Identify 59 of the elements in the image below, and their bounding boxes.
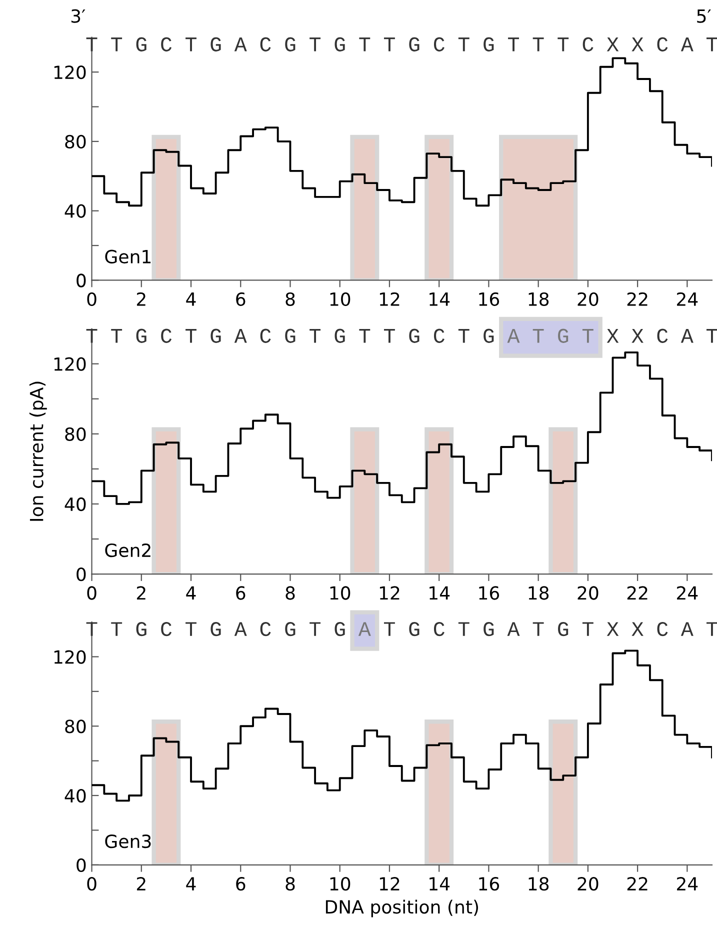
annotation: Gen3 bbox=[105, 834, 151, 848]
y-tick-label: 120 bbox=[54, 357, 86, 371]
y-axis-title: Ion current (pA) bbox=[29, 382, 47, 521]
x-tick-label: 22 bbox=[627, 292, 648, 306]
x-tick-label: 18 bbox=[528, 292, 549, 306]
x-tick-label: 12 bbox=[380, 877, 400, 890]
y-tick-label: 0 bbox=[76, 274, 86, 288]
x-tick-label: 2 bbox=[136, 877, 146, 890]
x-tick-label: 0 bbox=[87, 586, 96, 600]
x-tick-label: 10 bbox=[330, 292, 350, 306]
y-tick-label: 80 bbox=[65, 720, 86, 734]
x-tick-label: 8 bbox=[286, 586, 295, 600]
x-axis-title: DNA position (nt) bbox=[326, 900, 478, 918]
x-tick-label: 16 bbox=[479, 877, 500, 891]
y-tick-label: 80 bbox=[65, 134, 86, 149]
x-tick-label: 20 bbox=[578, 586, 598, 600]
x-tick-label: 4 bbox=[186, 877, 196, 890]
x-tick-label: 14 bbox=[430, 877, 450, 890]
x-tick-label: 8 bbox=[286, 292, 295, 306]
x-tick-label: 20 bbox=[578, 877, 598, 891]
x-tick-label: 12 bbox=[380, 292, 400, 306]
x-tick-label: 24 bbox=[677, 292, 698, 306]
text: 5′ bbox=[697, 10, 711, 23]
x-tick-label: 16 bbox=[479, 292, 500, 306]
x-tick-label: 6 bbox=[236, 586, 246, 600]
y-tick-label: 80 bbox=[65, 427, 86, 441]
x-tick-label: 24 bbox=[677, 877, 698, 890]
annotation: Gen1 bbox=[105, 250, 151, 264]
y-tick-label: 40 bbox=[64, 497, 86, 512]
y-tick-label: 120 bbox=[54, 66, 86, 80]
x-tick-label: 10 bbox=[330, 877, 350, 891]
band-label: A bbox=[358, 622, 371, 636]
x-tick-label: 0 bbox=[87, 877, 96, 891]
annotation: Gen2 bbox=[105, 543, 150, 558]
x-tick-label: 14 bbox=[430, 586, 450, 600]
x-tick-label: 24 bbox=[677, 586, 698, 600]
x-tick-label: 22 bbox=[627, 586, 648, 600]
x-tick-label: 10 bbox=[330, 586, 350, 600]
y-tick-label: 120 bbox=[54, 650, 86, 664]
x-tick-label: 16 bbox=[479, 586, 500, 600]
x-tick-label: 4 bbox=[186, 292, 196, 306]
x-tick-label: 8 bbox=[286, 877, 295, 891]
x-tick-label: 22 bbox=[627, 877, 648, 890]
y-tick-label: 40 bbox=[64, 788, 86, 803]
x-tick-label: 2 bbox=[136, 292, 146, 306]
x-tick-label: 6 bbox=[236, 292, 246, 306]
y-tick-label: 40 bbox=[64, 204, 86, 218]
y-tick-label: 0 bbox=[76, 858, 86, 872]
x-tick-label: 4 bbox=[186, 586, 196, 600]
x-tick-label: 18 bbox=[528, 877, 549, 891]
x-tick-label: 14 bbox=[430, 292, 450, 306]
y-tick-label: 0 bbox=[76, 567, 86, 582]
text: 3′ bbox=[71, 9, 86, 23]
x-tick-label: 2 bbox=[136, 586, 146, 600]
x-tick-label: 18 bbox=[528, 586, 549, 600]
x-tick-label: 6 bbox=[236, 877, 246, 891]
x-tick-label: 20 bbox=[578, 292, 598, 306]
x-tick-label: 12 bbox=[380, 586, 400, 600]
x-tick-label: 0 bbox=[87, 292, 96, 306]
